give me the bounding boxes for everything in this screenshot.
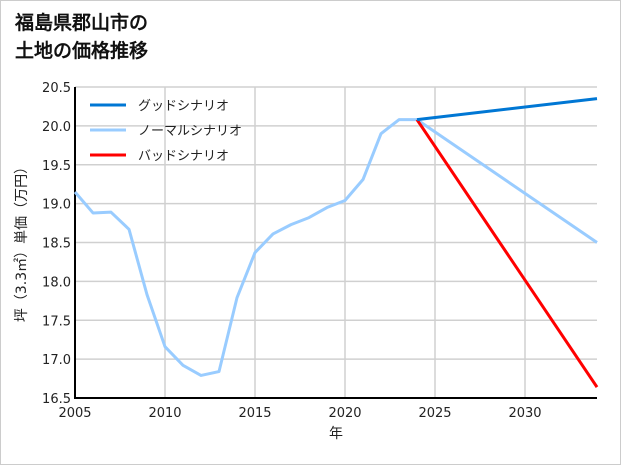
y-tick-label: 20.5 (42, 81, 71, 96)
y-tick-label: 18.0 (42, 275, 71, 290)
legend-label: ノーマルシナリオ (138, 124, 242, 139)
series-line-0 (416, 97, 598, 122)
y-tick-label: 20.0 (42, 120, 71, 135)
series-line-2 (415, 118, 599, 388)
y-axis-label: 坪（3.3㎡）単価（万円） (14, 159, 30, 323)
y-tick-label: 16.5 (42, 392, 71, 407)
x-tick-label: 2005 (58, 406, 91, 421)
title-line-1: 福島県郡山市の (15, 12, 149, 34)
legend-label: グッドシナリオ (138, 99, 229, 114)
x-tick-label: 2025 (418, 406, 451, 421)
y-tick-label: 19.5 (42, 159, 71, 174)
x-tick-label: 2030 (508, 406, 541, 421)
chart-title: 福島県郡山市の 土地の価格推移 (15, 9, 148, 65)
legend-label: バッドシナリオ (138, 149, 229, 164)
series-line-1 (73, 118, 598, 377)
x-axis-label: 年 (329, 426, 343, 442)
x-tick-label: 2015 (238, 406, 271, 421)
y-tick-label: 19.0 (42, 198, 71, 213)
y-tick-label: 17.5 (42, 314, 71, 329)
title-line-2: 土地の価格推移 (15, 40, 149, 62)
x-tick-label: 2020 (328, 406, 361, 421)
y-tick-label: 18.5 (42, 237, 71, 252)
x-tick-label: 2010 (148, 406, 181, 421)
y-tick-label: 17.0 (42, 353, 71, 368)
